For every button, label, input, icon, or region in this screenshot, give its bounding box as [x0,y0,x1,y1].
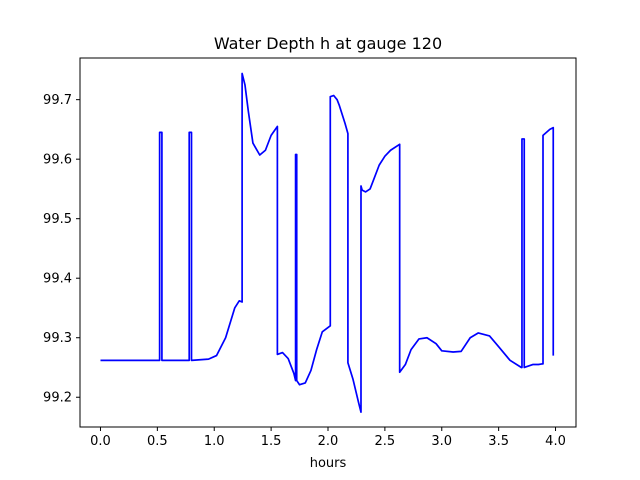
y-tick-label: 99.7 [43,93,72,108]
chart-title: Water Depth h at gauge 120 [214,34,442,53]
data-layer [100,72,555,413]
y-tick-label: 99.5 [43,212,72,227]
y-tick-label: 99.4 [43,272,72,287]
y-tick-label: 99.6 [43,153,72,168]
x-tick-label: 3.0 [431,434,452,449]
x-tick-label: 2.5 [375,434,396,449]
x-tick-label: 1.0 [204,434,225,449]
x-tick-label: 0.5 [147,434,168,449]
x-axis-title: hours [310,456,347,471]
series-line-1 [100,72,555,413]
y-axis: 99.2 99.3 99.4 99.5 99.6 99.7 [43,93,80,406]
x-tick-label: 0.0 [90,434,111,449]
y-tick-label: 99.3 [43,331,72,346]
x-tick-label: 4.0 [545,434,566,449]
x-tick-label: 1.5 [261,434,282,449]
plot-area [80,58,576,427]
y-tick-label: 99.2 [43,391,72,406]
x-tick-label: 2.0 [318,434,339,449]
x-axis: 0.0 0.5 1.0 1.5 2.0 2.5 3.0 3.5 4.0 [90,427,566,449]
x-tick-label: 3.5 [488,434,509,449]
